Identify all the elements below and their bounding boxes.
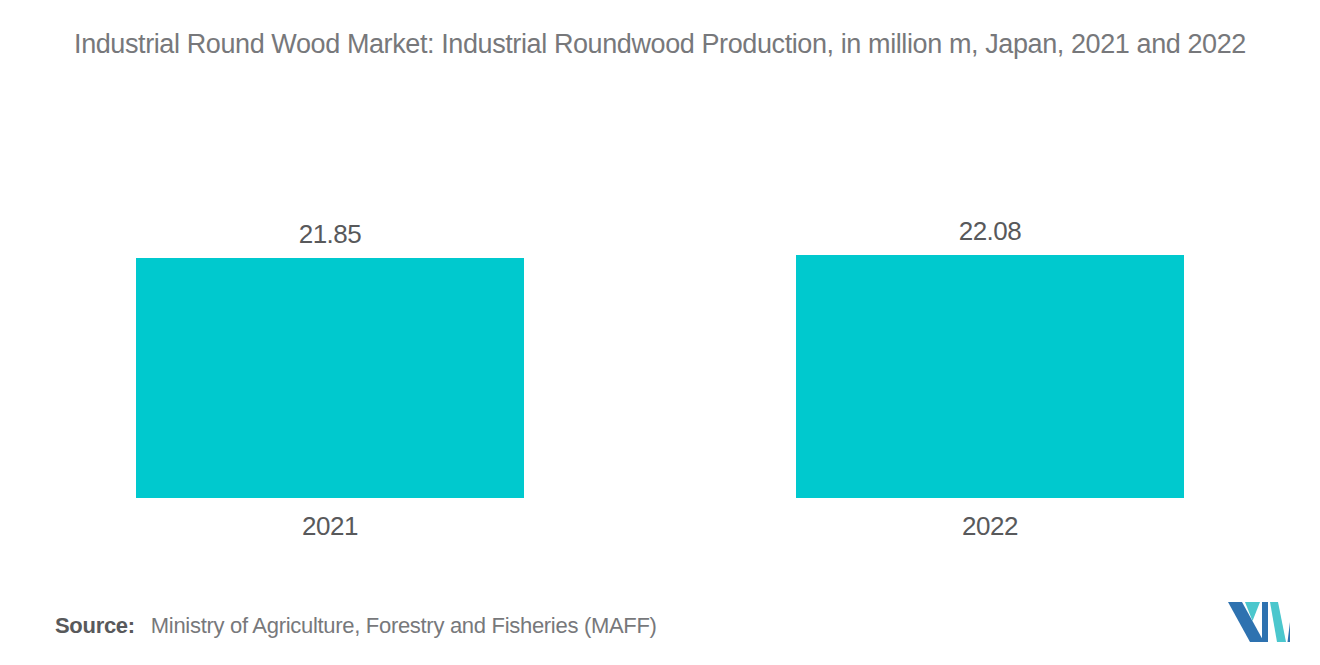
- bar-value-label-2022: 22.08: [959, 216, 1022, 246]
- bar-group-2022: 22.08 2022: [660, 216, 1320, 541]
- chart-title: Industrial Round Wood Market: Industrial…: [55, 24, 1265, 64]
- bar-2021: [136, 258, 524, 498]
- logo-left-diagonal: [1228, 602, 1264, 642]
- bar-chart: 21.85 2021 22.08 2022: [0, 216, 1320, 541]
- logo-right-diagonal: [1270, 602, 1286, 642]
- bar-category-label-2022: 2022: [962, 511, 1018, 541]
- bar-group-2021: 21.85 2021: [0, 219, 660, 541]
- logo-right-bar: [1262, 602, 1268, 642]
- source-text: Ministry of Agriculture, Forestry and Fi…: [151, 613, 657, 638]
- source-label: Source:: [55, 613, 135, 638]
- bar-category-label-2021: 2021: [302, 511, 358, 541]
- bar-value-label-2021: 21.85: [299, 219, 362, 249]
- bar-2022: [796, 255, 1184, 498]
- mordor-intelligence-logo: [1228, 602, 1290, 642]
- source-line: Source: Ministry of Agriculture, Forestry…: [55, 613, 657, 639]
- logo-corner-triangle: [1288, 622, 1291, 642]
